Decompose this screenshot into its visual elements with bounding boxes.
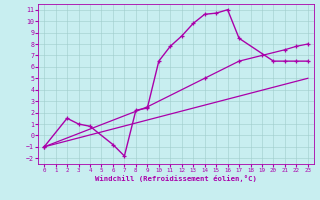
X-axis label: Windchill (Refroidissement éolien,°C): Windchill (Refroidissement éolien,°C) xyxy=(95,175,257,182)
